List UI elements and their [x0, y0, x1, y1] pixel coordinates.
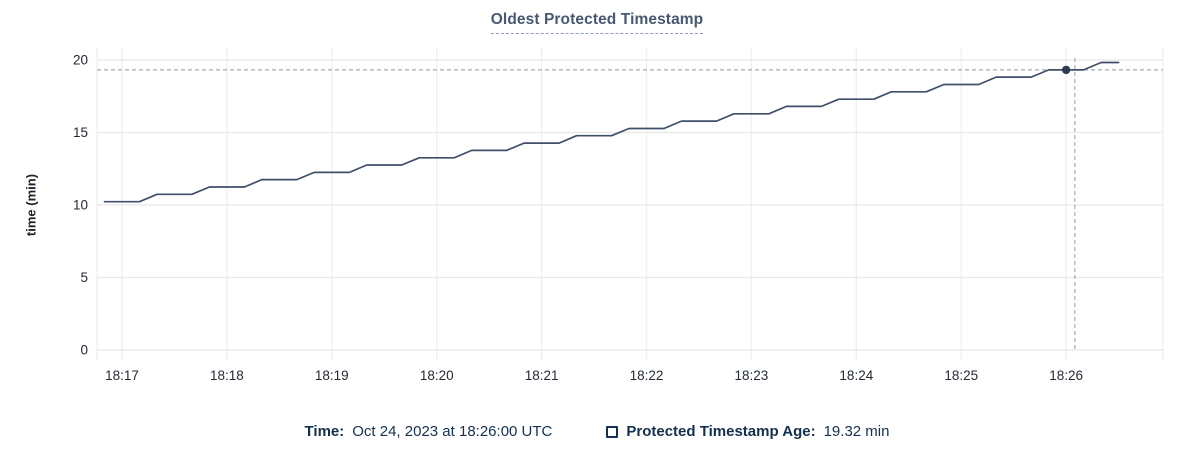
- y-tick-label: 5: [80, 270, 88, 285]
- y-axis-title: time (min): [23, 173, 39, 237]
- x-tick-label: 18:24: [839, 368, 873, 383]
- legend-time-group: Time: Oct 24, 2023 at 18:26:00 UTC: [305, 423, 553, 440]
- y-tick-label: 0: [80, 343, 88, 358]
- legend-series-label: Protected Timestamp Age:: [626, 423, 816, 440]
- chart-title-row: Oldest Protected Timestamp: [0, 11, 1194, 34]
- y-tick-label: 10: [73, 198, 88, 213]
- highlight-dot: [1061, 65, 1071, 75]
- x-tick-label: 18:25: [944, 368, 978, 383]
- x-tick-label: 18:23: [735, 368, 769, 383]
- x-tick-label: 18:18: [210, 368, 244, 383]
- y-tick-label: 20: [73, 53, 88, 68]
- chart-canvas[interactable]: 18:17 18:18 18:19 18:20 18:21 18:22 18:23 18:24…: [0, 0, 1194, 410]
- x-tick-label: 18:26: [1049, 368, 1083, 383]
- series-checkbox-icon[interactable]: [606, 425, 619, 438]
- x-tick-label: 18:19: [315, 368, 349, 383]
- series-line-protected-timestamp-age: [103, 61, 1120, 203]
- legend-series-value: 19.32 min: [823, 423, 890, 440]
- legend-series-group: Protected Timestamp Age: 19.32 min: [606, 423, 889, 440]
- x-tick-label: 18:20: [420, 368, 454, 383]
- chart-title[interactable]: Oldest Protected Timestamp: [490, 11, 704, 34]
- legend-time-label: Time:: [304, 423, 345, 440]
- legend-time-value: Oct 24, 2023 at 18:26:00 UTC: [352, 423, 553, 440]
- x-tick-label: 18:21: [525, 368, 559, 383]
- x-tick-label: 18:22: [630, 368, 664, 383]
- x-tick-label: 18:17: [105, 368, 139, 383]
- hover-legend: Time: Oct 24, 2023 at 18:26:00 UTC Prote…: [0, 423, 1194, 440]
- y-tick-label: 15: [73, 125, 88, 140]
